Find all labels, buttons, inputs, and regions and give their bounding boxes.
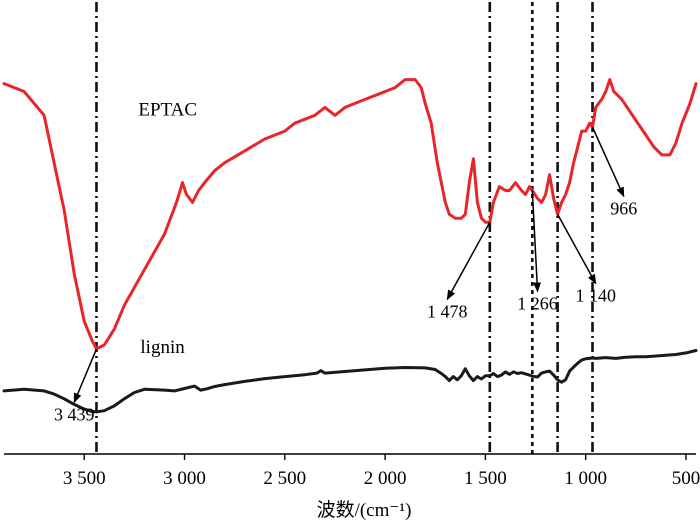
x-tick-label: 3 000 (163, 468, 206, 489)
annotation-arrow-1266 (531, 190, 542, 293)
series-label-eptac: EPTAC (138, 99, 197, 120)
x-tick-label: 1 000 (564, 468, 607, 489)
x-tick-label: 3 500 (63, 468, 106, 489)
annotation-arrow-1478 (446, 221, 491, 301)
x-tick-label: 2 500 (263, 468, 306, 489)
annotation-label-1478: 1 478 (427, 301, 468, 321)
annotation-arrow-1140 (556, 213, 597, 285)
series-label-group: EPTAC lignin (138, 99, 197, 358)
series-line-lignin (2, 349, 698, 414)
reference-lines (95, 2, 594, 454)
annotation-label-1140: 1 140 (575, 286, 616, 306)
x-tick-label: 2 000 (364, 468, 407, 489)
series-line-eptac (2, 78, 698, 351)
annotation-label-3439: 3 439 (54, 404, 95, 424)
annotation-arrow-966 (591, 126, 625, 198)
annotation-group: 3 439 1 478 1 266 1 140 966 (54, 126, 637, 424)
annotation-label-966: 966 (610, 198, 637, 218)
x-tick-group: 3 500 3 000 2 500 2 000 1 500 1 000 500 (63, 454, 700, 489)
x-tick-label: 500 (672, 468, 700, 489)
x-axis-title: 波数/(cm⁻¹) (317, 499, 412, 521)
annotation-label-1266: 1 266 (517, 293, 558, 313)
x-tick-label: 1 500 (464, 468, 507, 489)
annotation-arrow-3439 (73, 348, 98, 404)
series-label-lignin: lignin (140, 337, 185, 358)
series-group (2, 78, 698, 414)
